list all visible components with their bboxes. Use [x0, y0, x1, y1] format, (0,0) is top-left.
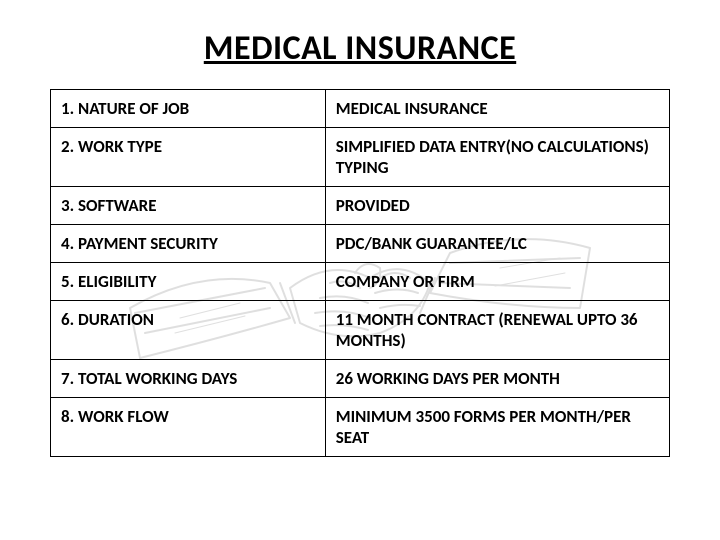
table-row: 2. WORK TYPE SIMPLIFIED DATA ENTRY(NO CA… [51, 128, 670, 187]
row-value: PROVIDED [325, 187, 669, 225]
details-table: 1. NATURE OF JOB MEDICAL INSURANCE 2. WO… [50, 89, 670, 457]
row-label: 3. SOFTWARE [51, 187, 326, 225]
row-label: 5. ELIGIBILITY [51, 263, 326, 301]
table-row: 3. SOFTWARE PROVIDED [51, 187, 670, 225]
table-row: 4. PAYMENT SECURITY PDC/BANK GUARANTEE/L… [51, 225, 670, 263]
row-value: 26 WORKING DAYS PER MONTH [325, 360, 669, 398]
row-label: 1. NATURE OF JOB [51, 90, 326, 128]
page-title: MEDICAL INSURANCE [50, 28, 670, 69]
table-row: 7. TOTAL WORKING DAYS 26 WORKING DAYS PE… [51, 360, 670, 398]
row-value: MEDICAL INSURANCE [325, 90, 669, 128]
row-label: 8. WORK FLOW [51, 398, 326, 457]
row-value: 11 MONTH CONTRACT (RENEWAL UPTO 36 MONTH… [325, 301, 669, 360]
row-value: COMPANY OR FIRM [325, 263, 669, 301]
row-value: MINIMUM 3500 FORMS PER MONTH/PER SEAT [325, 398, 669, 457]
table-body: 1. NATURE OF JOB MEDICAL INSURANCE 2. WO… [51, 90, 670, 457]
row-value: SIMPLIFIED DATA ENTRY(NO CALCULATIONS) T… [325, 128, 669, 187]
table-row: 5. ELIGIBILITY COMPANY OR FIRM [51, 263, 670, 301]
row-value: PDC/BANK GUARANTEE/LC [325, 225, 669, 263]
table-row: 6. DURATION 11 MONTH CONTRACT (RENEWAL U… [51, 301, 670, 360]
row-label: 6. DURATION [51, 301, 326, 360]
row-label: 4. PAYMENT SECURITY [51, 225, 326, 263]
table-row: 8. WORK FLOW MINIMUM 3500 FORMS PER MONT… [51, 398, 670, 457]
table-row: 1. NATURE OF JOB MEDICAL INSURANCE [51, 90, 670, 128]
row-label: 2. WORK TYPE [51, 128, 326, 187]
row-label: 7. TOTAL WORKING DAYS [51, 360, 326, 398]
